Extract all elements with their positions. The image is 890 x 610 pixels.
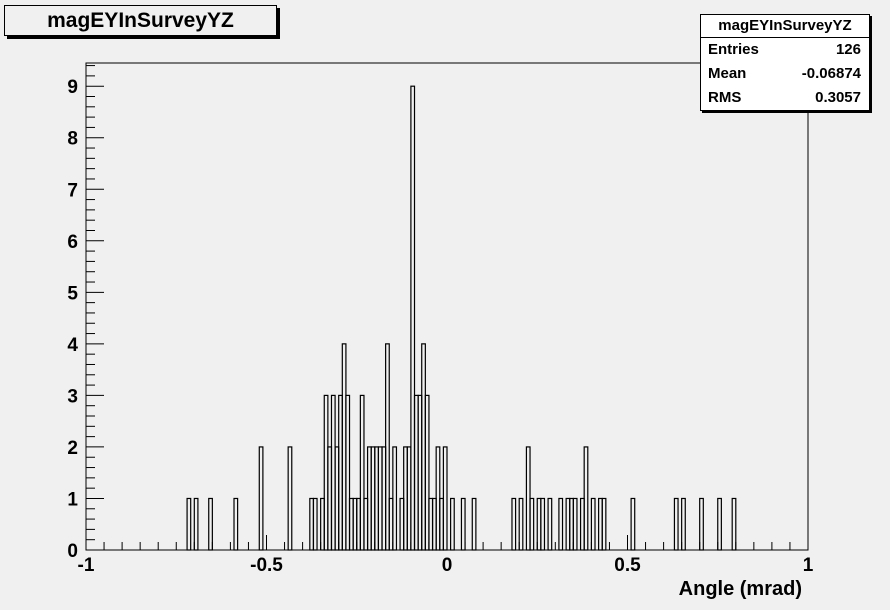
histogram-bin bbox=[630, 497, 636, 551]
histogram-bin bbox=[410, 85, 416, 551]
y-tick-label: 0 bbox=[67, 541, 78, 562]
stats-rms-label: RMS bbox=[708, 89, 742, 106]
x-tick-label: 0 bbox=[442, 555, 453, 576]
histogram-bin bbox=[385, 343, 390, 551]
stats-entries-row: Entries 126 bbox=[708, 38, 861, 62]
histogram-bin bbox=[442, 446, 448, 551]
histogram-bin bbox=[590, 497, 596, 551]
histogram-bin bbox=[471, 497, 477, 551]
histogram-bin bbox=[392, 446, 398, 551]
x-tick-label: -0.5 bbox=[250, 555, 283, 576]
histogram-bin bbox=[460, 497, 466, 551]
histogram-title: magEYInSurveyYZ bbox=[47, 9, 234, 32]
histogram-bin bbox=[312, 497, 318, 551]
x-tick-label: 0.5 bbox=[614, 555, 641, 576]
histogram-bin bbox=[601, 497, 607, 551]
stats-title: magEYInSurveyYZ bbox=[701, 15, 869, 38]
y-tick-label: 7 bbox=[67, 180, 78, 201]
x-tick-label: -1 bbox=[78, 555, 95, 576]
histogram-bin bbox=[233, 497, 239, 551]
histogram-bin bbox=[208, 497, 213, 551]
histogram-bin bbox=[450, 497, 455, 551]
y-tick-label: 6 bbox=[67, 232, 78, 253]
histogram-bin bbox=[540, 497, 546, 551]
y-tick-label: 3 bbox=[67, 386, 78, 407]
y-tick-label: 2 bbox=[67, 438, 78, 459]
y-tick-label: 9 bbox=[67, 77, 78, 98]
x-axis-label: Angle (mrad) bbox=[678, 578, 802, 600]
histogram-bin bbox=[558, 497, 564, 551]
histogram-bin bbox=[583, 446, 589, 551]
stats-mean-label: Mean bbox=[708, 65, 747, 82]
histogram-bin bbox=[547, 497, 553, 551]
stats-mean-row: Mean -0.06874 bbox=[708, 62, 861, 86]
stats-entries-label: Entries bbox=[708, 41, 759, 58]
histogram-bin bbox=[511, 497, 517, 551]
stats-mean-value: -0.06874 bbox=[801, 65, 861, 82]
x-tick-label: 1 bbox=[803, 555, 814, 576]
histogram-bin bbox=[287, 446, 293, 551]
histogram-bin bbox=[424, 394, 430, 551]
histogram-bin bbox=[359, 394, 365, 551]
y-tick-label: 8 bbox=[67, 129, 78, 150]
histogram-bin bbox=[345, 394, 351, 551]
histogram-bin bbox=[673, 497, 679, 551]
stats-entries-value: 126 bbox=[835, 41, 861, 58]
histogram-bin bbox=[258, 446, 264, 551]
histogram-bin bbox=[681, 497, 686, 551]
histogram-bin bbox=[717, 497, 722, 551]
histogram-bins bbox=[186, 85, 737, 551]
histogram-bin bbox=[186, 497, 192, 551]
stats-rms-row: RMS 0.3057 bbox=[708, 86, 861, 110]
stats-box: magEYInSurveyYZ Entries 126 Mean -0.0687… bbox=[700, 14, 870, 111]
stats-rms-value: 0.3057 bbox=[815, 89, 861, 106]
histogram-bin bbox=[193, 497, 199, 551]
axis-ticks: 0 1 2 3 4 5 6 7 8 9 -1 -0.5 0 0.5 1 bbox=[67, 65, 814, 576]
histogram-bin bbox=[731, 497, 737, 551]
y-tick-label: 5 bbox=[67, 283, 78, 304]
y-tick-label: 1 bbox=[67, 489, 78, 510]
histogram-bin bbox=[529, 497, 535, 551]
y-tick-label: 4 bbox=[67, 335, 78, 356]
histogram-bin bbox=[518, 497, 524, 551]
histogram-title-box: magEYInSurveyYZ bbox=[4, 5, 277, 36]
histogram-bin bbox=[699, 497, 704, 551]
histogram-bin bbox=[572, 497, 578, 551]
